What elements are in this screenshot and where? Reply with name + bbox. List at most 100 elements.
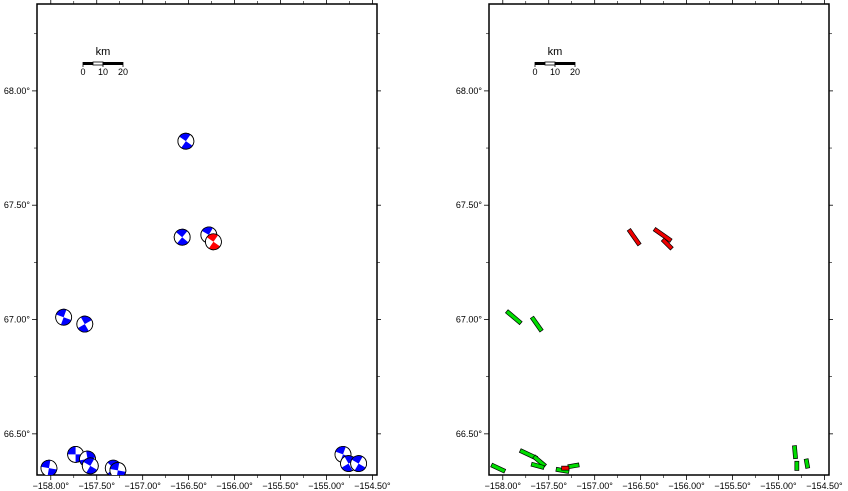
beachball-quadrant <box>179 133 191 142</box>
scale-bar-label: 20 <box>570 67 580 77</box>
fault-plane[interactable] <box>561 465 570 471</box>
x-tick-label: −154.50° <box>806 481 843 491</box>
fault-plane[interactable] <box>794 460 800 471</box>
scale-bar-label: 0 <box>80 67 85 77</box>
fault-plane-bar <box>504 309 523 326</box>
beachball-quadrant <box>351 455 363 464</box>
beachball-quadrant <box>86 465 98 474</box>
y-tick-label: 66.50° <box>4 429 31 439</box>
beachball-quadrant <box>77 324 89 333</box>
fault-plane-bar <box>794 460 800 471</box>
beachball-rim <box>173 228 191 246</box>
fault-plane[interactable] <box>504 309 523 326</box>
fault-plane-bar <box>532 454 547 469</box>
beachball-quadrant <box>80 316 92 325</box>
beachball-quadrant <box>116 470 126 475</box>
beachball-rim <box>40 459 58 475</box>
y-tick-label: 67.50° <box>456 200 483 210</box>
x-tick-label: −158.00° <box>33 481 70 491</box>
beachball[interactable] <box>171 226 194 249</box>
beachball-quadrant <box>341 463 353 472</box>
beachball[interactable] <box>40 459 59 478</box>
y-tick-label: 67.50° <box>4 200 31 210</box>
x-tick-label: −156.00° <box>668 481 705 491</box>
right-map-panel: −158.00° −157.50° −157.00° −156.50° −156.00°… <box>456 0 843 491</box>
fault-plane-bar <box>792 445 798 460</box>
x-tick-label: −157.50° <box>79 481 116 491</box>
fault-plane[interactable] <box>530 461 545 470</box>
fault-plane[interactable] <box>803 458 811 469</box>
fault-plane-bar <box>529 315 544 333</box>
beachball-quadrant <box>47 468 57 475</box>
fault-plane[interactable] <box>490 462 507 474</box>
y-tick-label: 67.00° <box>4 315 31 325</box>
beachball[interactable] <box>175 130 197 152</box>
y-tick-label: 67.00° <box>456 315 483 325</box>
beachball[interactable] <box>202 231 224 253</box>
scale-bar-seg <box>83 62 93 65</box>
x-tick-label: −155.50° <box>714 481 751 491</box>
beachball-quadrant <box>176 229 188 238</box>
y-tick-label: 66.50° <box>456 429 483 439</box>
beachball[interactable] <box>109 461 128 480</box>
fault-plane-bar <box>803 458 811 469</box>
fault-plane[interactable] <box>660 237 674 251</box>
beachball-rim <box>81 457 99 475</box>
fault-plane-bar <box>660 237 674 251</box>
beachball-rim <box>350 455 368 472</box>
fault-plane-bar <box>626 228 642 247</box>
beachball-rim <box>177 132 195 150</box>
beachball-rim <box>109 462 127 475</box>
map-content <box>40 130 370 480</box>
y-tick-label: 68.00° <box>456 86 483 96</box>
fault-plane-bar <box>530 461 545 470</box>
scale-bar-seg <box>555 62 575 65</box>
x-tick-label: −158.00° <box>485 481 522 491</box>
map-frame <box>488 3 830 476</box>
y-tick-label: 68.00° <box>4 86 31 96</box>
fault-plane[interactable] <box>652 227 673 243</box>
x-tick-label: −156.50° <box>170 481 207 491</box>
fault-plane[interactable] <box>626 228 642 247</box>
beachball-rim <box>55 308 73 326</box>
scale-bar-label: 0 <box>532 67 537 77</box>
scale-bar-label: 10 <box>98 67 108 77</box>
x-tick-label: −156.00° <box>216 481 253 491</box>
beachball-quadrant <box>201 226 213 235</box>
x-tick-label: −155.00° <box>760 481 797 491</box>
fault-plane-bar <box>490 462 507 474</box>
map-content <box>490 227 811 474</box>
x-tick-label: −154.50° <box>354 481 391 491</box>
beachball-quadrant <box>83 457 95 466</box>
scale-bar-label: 10 <box>550 67 560 77</box>
x-tick-label: −157.50° <box>531 481 568 491</box>
beachball-quadrant <box>177 237 189 246</box>
beachball-quadrant <box>67 446 76 455</box>
x-tick-label: −157.00° <box>124 481 161 491</box>
beachball-quadrant <box>354 463 366 472</box>
scale-bar-seg <box>544 61 556 66</box>
beachball[interactable] <box>53 307 74 328</box>
beachball[interactable] <box>348 453 370 475</box>
x-tick-label: −155.50° <box>262 481 299 491</box>
beachball-quadrant <box>181 141 193 150</box>
fault-plane[interactable] <box>529 315 544 333</box>
fault-plane[interactable] <box>532 454 547 469</box>
scale-bar-label: 20 <box>118 67 128 77</box>
left-map-panel: −158.00° −157.50° −157.00° −156.50° −156.00°… <box>4 0 391 491</box>
x-tick-label: −155.00° <box>308 481 345 491</box>
scale-bar-title: km <box>96 46 111 58</box>
beachball-rim <box>205 233 222 251</box>
fault-plane-bar <box>652 227 673 243</box>
fault-plane[interactable] <box>792 445 798 460</box>
beachball-quadrant <box>41 460 51 469</box>
beachball-quadrant <box>86 451 96 459</box>
scale-bar-seg <box>92 61 104 66</box>
x-tick-label: −156.50° <box>622 481 659 491</box>
x-tick-label: −157.00° <box>576 481 613 491</box>
beachball-quadrant <box>206 233 219 242</box>
beachball[interactable] <box>74 313 96 335</box>
beachball[interactable] <box>79 455 101 477</box>
scale-bar-title: km <box>548 46 563 58</box>
